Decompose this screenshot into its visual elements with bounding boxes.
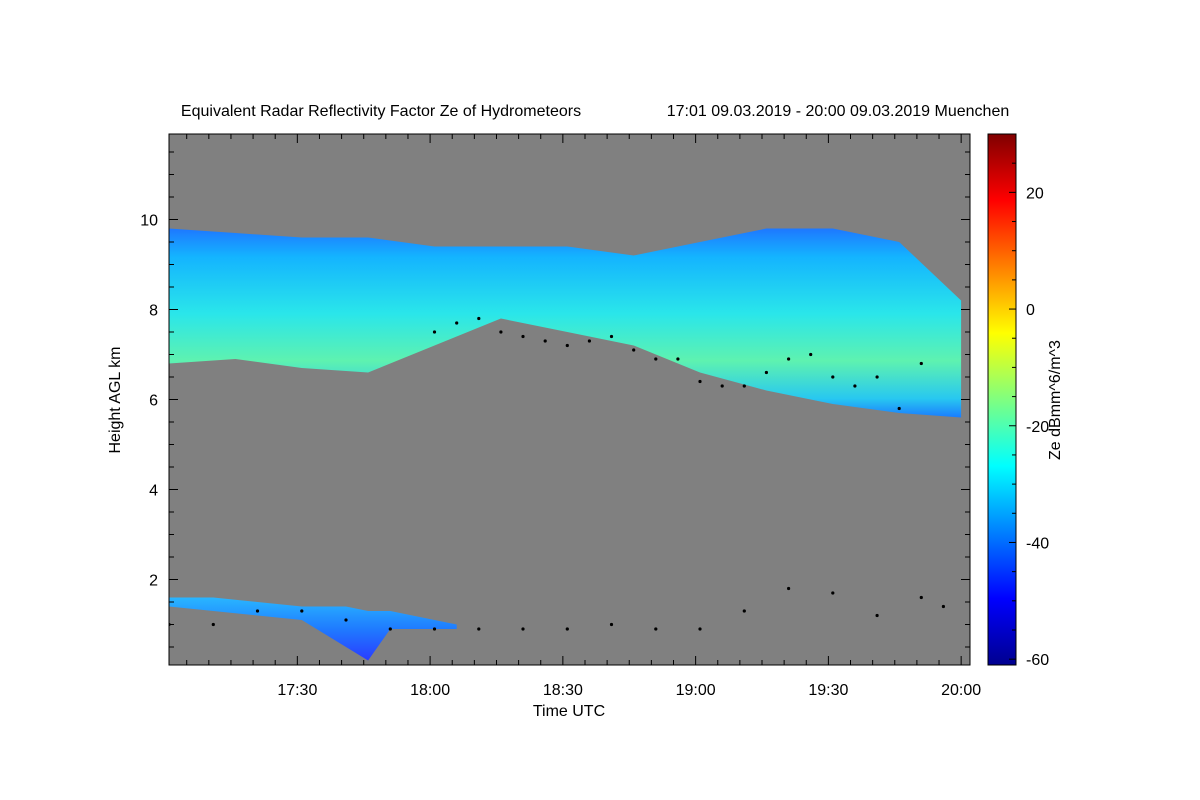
colorbar-tick-label: -40 [1026,535,1049,552]
cloud-base-point [742,609,746,613]
cloud-base-point [654,627,658,631]
y-axis-label: Height AGL km [107,346,124,453]
y-tick-label: 10 [140,213,158,230]
chart-subtitle: 17:01 09.03.2019 - 20:00 09.03.2019 Muen… [667,103,1010,120]
cloud-base-point [609,334,614,339]
colorbar-tick-label: -20 [1026,419,1049,436]
cloud-base-point [853,384,857,388]
x-tick-label: 17:30 [277,682,317,699]
x-tick-label: 20:00 [941,682,981,699]
colorbar-tick-label: 0 [1026,302,1035,319]
cloud-base-point [875,613,879,618]
cloud-base-detections [169,316,946,631]
cloud-layer-1 [169,228,962,418]
colorbar-ticks: -60 -40 -20 0 20 [1009,133,1049,669]
cloud-base-point [831,375,835,379]
cloud-base-point [587,339,592,343]
cloud-base-point [654,357,658,361]
reflectivity-layers [169,228,962,661]
cloud-base-point [742,384,746,388]
cloud-base-point [875,375,879,379]
cloud-base-point [455,321,459,325]
cloud-base-point [720,384,724,388]
cloud-base-point [831,591,835,595]
colorbar-tick-label: -60 [1026,652,1049,669]
cloud-base-point [897,406,901,411]
cloud-base-point [521,627,525,631]
cloud-base-point [543,339,547,343]
colorbar [987,133,1017,666]
y-axis: 2 4 6 8 10 [140,151,970,648]
cloud-base-point [764,370,769,375]
y-tick-label: 6 [149,393,158,410]
cloud-base-point [809,352,813,357]
y-tick-label: 2 [149,573,158,590]
cloud-base-point [499,330,503,334]
cloud-base-point [698,379,702,384]
y-tick-label: 4 [149,483,158,500]
cloud-base-point [676,357,680,361]
cloud-base-point [787,586,791,591]
cloud-base-point [632,348,636,352]
colorbar-tick-label: 20 [1026,185,1044,202]
cloud-base-point [211,622,215,627]
cloud-base-point [609,622,614,627]
cloud-base-point [388,627,392,631]
cloud-base-point [521,334,525,339]
cloud-base-point [565,627,569,631]
x-tick-label: 19:30 [808,682,848,699]
cloud-base-point [477,627,481,631]
cloud-base-point [432,330,437,334]
cloud-base-point [919,361,923,366]
cloud-base-point [300,609,304,613]
chart-title: Equivalent Radar Reflectivity Factor Ze … [181,103,581,120]
x-tick-label: 18:00 [410,682,450,699]
x-axis-label: Time UTC [533,703,605,720]
cloud-layer-2 [169,597,457,661]
cloud-base-point [565,343,569,348]
x-tick-label: 18:30 [543,682,583,699]
cloud-base-point [255,609,260,613]
y-tick-label: 8 [149,303,158,320]
cloud-base-point [787,357,791,361]
cloud-base-point [432,627,437,631]
x-axis: 17:30 18:00 18:30 19:00 19:30 20:00 [186,134,981,699]
cloud-base-point [941,604,946,609]
cloud-base-point [477,316,481,321]
cloud-base-point [698,627,702,631]
cloud-base-point [919,595,923,600]
x-tick-label: 19:00 [676,682,716,699]
cloud-base-point [344,618,348,622]
colorbar-label: Ze dBmm^6/m^3 [1047,340,1064,460]
